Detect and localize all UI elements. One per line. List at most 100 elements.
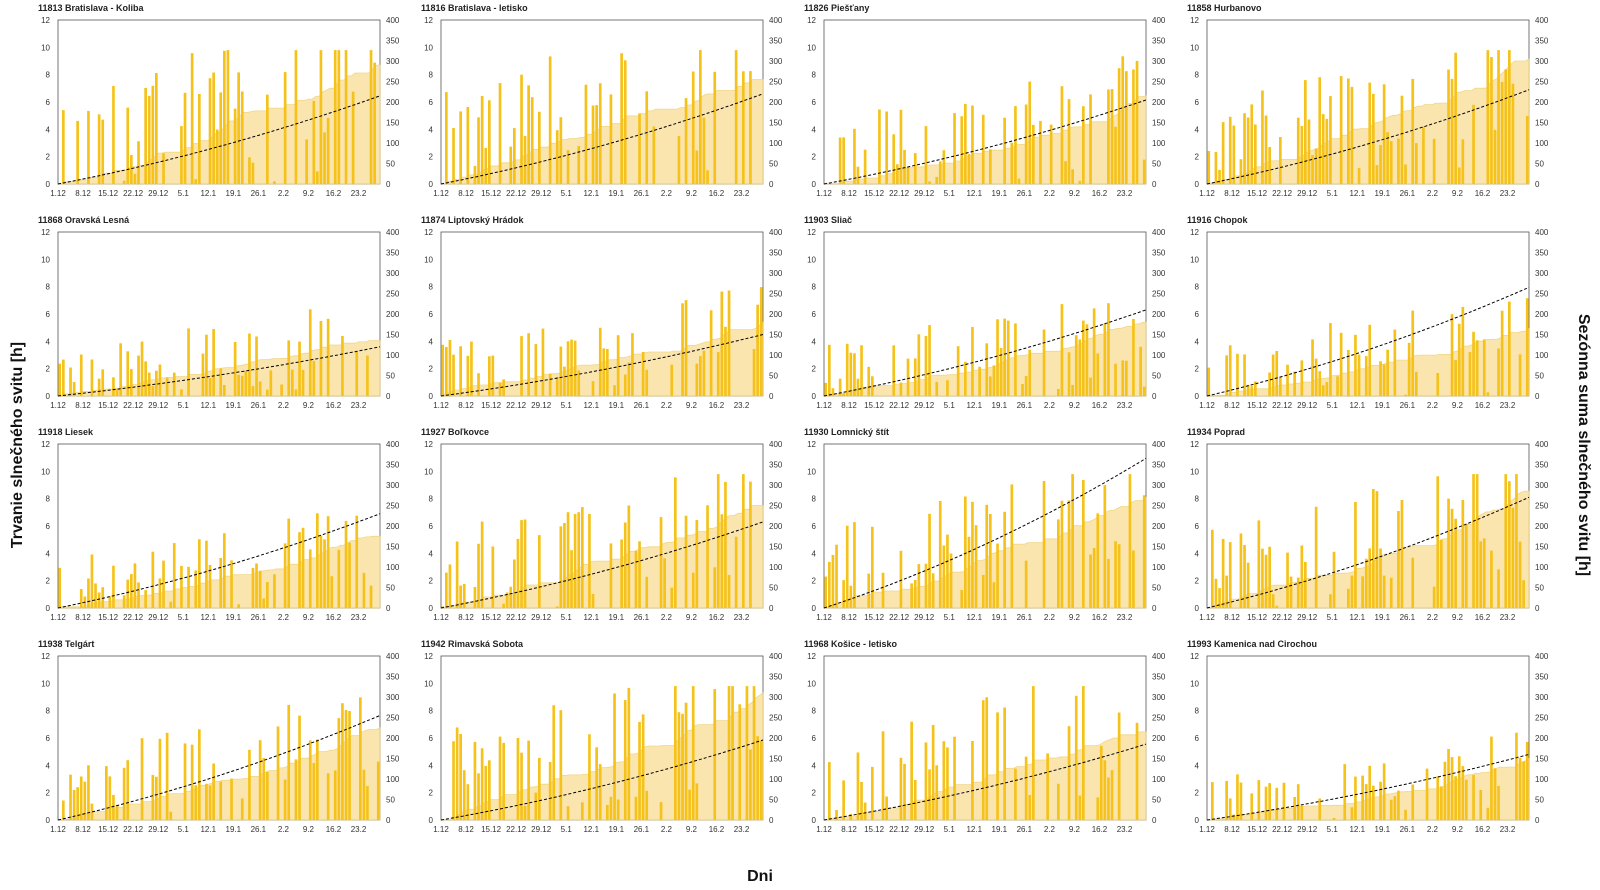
sunshine-bar <box>896 164 899 184</box>
x-tick-label: 8.12 <box>841 825 857 834</box>
sunshine-bar <box>899 109 903 184</box>
y2-tick-label: 100 <box>769 563 783 572</box>
sunshine-bar <box>566 512 570 608</box>
sunshine-bar <box>1017 178 1021 184</box>
y-tick-label: 4 <box>1195 761 1200 770</box>
sunshine-bar <box>183 743 187 820</box>
x-tick-label: 26.1 <box>251 613 267 622</box>
sunshine-bar <box>1389 577 1393 608</box>
sunshine-bar <box>1411 310 1415 396</box>
x-tick-label: 12.1 <box>966 825 982 834</box>
y2-tick-label: 350 <box>1535 461 1549 470</box>
sunshine-bar <box>205 334 208 396</box>
sunshine-bar <box>280 384 283 396</box>
sunshine-bar <box>1490 57 1493 184</box>
sunshine-bar <box>1450 314 1454 396</box>
sunshine-bar <box>1450 78 1454 184</box>
y-tick-label: 2 <box>46 577 51 586</box>
sunshine-bar <box>609 796 613 820</box>
x-tick-label: 9.2 <box>1452 613 1464 622</box>
sunshine-bar <box>62 800 65 820</box>
sunshine-bar <box>1525 116 1529 184</box>
y2-tick-label: 0 <box>1535 180 1540 189</box>
sunshine-bar <box>258 740 262 820</box>
sunshine-bar <box>903 149 906 184</box>
chart-panel-4: 11868 Oravská Lesná 0 2 4 6 8 10 12 0 50 100 150 200… <box>38 215 400 410</box>
sunshine-bar <box>695 150 699 184</box>
sunshine-bar <box>928 769 931 820</box>
sunshine-bar <box>223 533 226 608</box>
y-tick-label: 0 <box>429 816 434 825</box>
y2-tick-label: 350 <box>1535 37 1549 46</box>
y2-tick-label: 250 <box>1535 502 1549 511</box>
sunshine-bar <box>906 358 910 396</box>
x-tick-label: 16.2 <box>1475 189 1491 198</box>
x-tick-label: 15.12 <box>481 189 502 198</box>
sunshine-bar <box>538 111 541 184</box>
sunshine-bar <box>137 355 140 396</box>
sunshine-bar <box>344 710 348 820</box>
sunshine-bar <box>960 590 964 608</box>
sunshine-bar <box>670 364 674 396</box>
y2-tick-label: 350 <box>769 37 783 46</box>
sunshine-bar <box>1411 78 1415 184</box>
sunshine-bar <box>1472 331 1475 396</box>
sunshine-bar <box>892 134 896 184</box>
sunshine-bar <box>1078 795 1082 820</box>
x-tick-label: 23.2 <box>351 825 367 834</box>
y-tick-label: 8 <box>812 283 817 292</box>
y2-tick-label: 400 <box>769 652 783 661</box>
sunshine-bar <box>466 784 470 820</box>
x-tick-label: 1.12 <box>50 613 66 622</box>
x-tick-label: 2.2 <box>1427 825 1439 834</box>
y2-tick-label: 300 <box>1152 57 1166 66</box>
sunshine-bar <box>1350 575 1354 608</box>
x-tick-label: 22.12 <box>889 401 910 410</box>
sunshine-bar <box>169 601 173 608</box>
sunshine-bar <box>1436 373 1440 396</box>
x-tick-label: 29.12 <box>531 613 552 622</box>
sunshine-bar <box>691 71 695 184</box>
sunshine-bar <box>953 113 956 184</box>
y2-tick-label: 300 <box>1535 269 1549 278</box>
sunshine-bar <box>828 561 831 608</box>
sunshine-bar <box>1447 69 1450 184</box>
sunshine-bar <box>1404 164 1407 184</box>
sunshine-bar <box>455 727 459 820</box>
sunshine-bar <box>1142 386 1146 396</box>
sunshine-bar <box>1121 56 1125 184</box>
sunshine-bar <box>1300 360 1304 396</box>
y-tick-label: 10 <box>424 467 433 476</box>
sunshine-bar <box>1132 69 1135 184</box>
sunshine-bar <box>548 762 552 820</box>
sunshine-bar <box>1114 126 1117 184</box>
y2-tick-label: 100 <box>1152 351 1166 360</box>
sunshine-bar <box>484 765 488 820</box>
sunshine-bar <box>1450 757 1454 820</box>
x-tick-label: 8.12 <box>75 401 91 410</box>
x-tick-label: 26.1 <box>1400 613 1416 622</box>
sunshine-bar <box>1357 354 1361 396</box>
sunshine-bar <box>627 505 631 608</box>
sunshine-bar <box>928 325 931 396</box>
y2-tick-label: 0 <box>1152 604 1157 613</box>
sunshine-bar <box>58 363 62 396</box>
x-tick-label: 8.12 <box>841 613 857 622</box>
sunshine-bar <box>112 377 115 396</box>
sunshine-bar <box>853 522 856 608</box>
sunshine-bar <box>1461 139 1465 184</box>
cumulative-area <box>824 731 1147 821</box>
y2-tick-label: 400 <box>769 16 783 25</box>
x-tick-label: 5.1 <box>561 401 573 410</box>
x-tick-label: 22.12 <box>123 401 144 410</box>
x-tick-label: 1.12 <box>433 825 449 834</box>
sunshine-bar <box>1393 796 1397 820</box>
sunshine-bar <box>1450 508 1454 608</box>
sunshine-bar <box>470 341 473 396</box>
x-tick-label: 1.12 <box>1199 613 1215 622</box>
x-tick-label: 19.1 <box>992 189 1008 198</box>
sunshine-bar <box>720 514 724 608</box>
sunshine-bar <box>513 559 516 608</box>
sunshine-bar <box>913 153 917 184</box>
y-tick-label: 8 <box>812 71 817 80</box>
